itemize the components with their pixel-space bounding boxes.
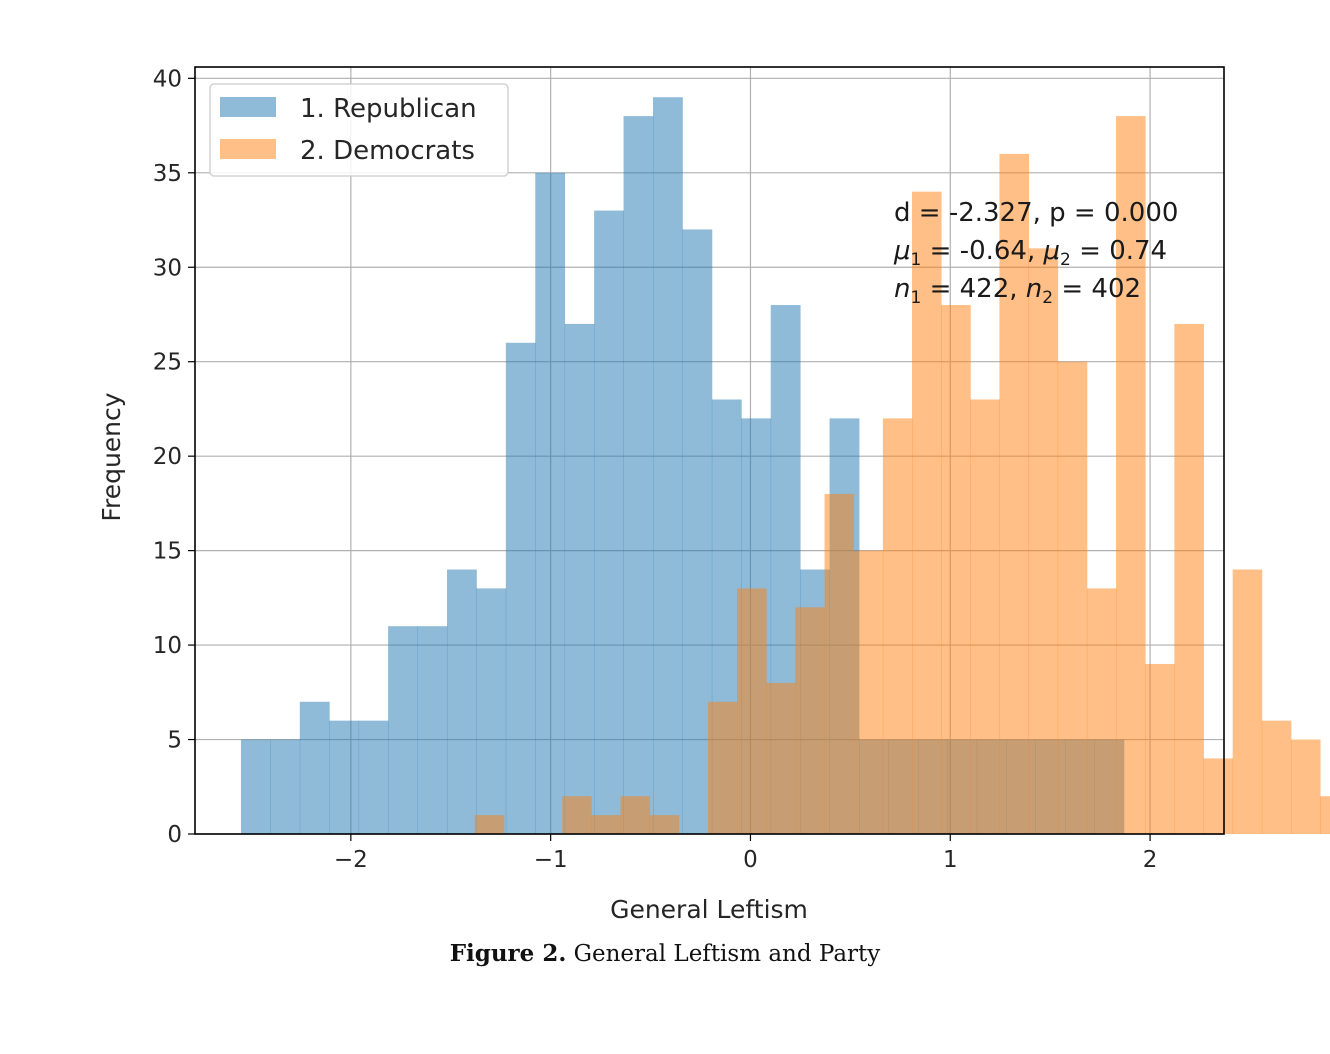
bar-republican-5	[388, 626, 418, 834]
x-tick-label-0: −2	[334, 847, 368, 873]
legend-swatch-democrats	[220, 139, 276, 159]
bar-democrats-6	[649, 815, 680, 834]
bar-democrats-22	[1116, 116, 1146, 834]
stats-annotation: d = -2.327, p = 0.000 μ1 = -0.64, μ2 = 0…	[893, 198, 1178, 308]
bar-democrats-3	[562, 796, 592, 834]
bar-democrats-16	[941, 305, 971, 834]
bar-democrats-5	[620, 796, 651, 834]
legend-label-republican: 1. Republican	[300, 94, 477, 124]
bar-democrats-24	[1174, 323, 1204, 834]
bar-democrats-12	[824, 493, 855, 834]
series-democrats	[474, 116, 1330, 835]
bar-republican-7	[446, 569, 477, 834]
y-tick-label-8: 40	[153, 66, 182, 92]
histogram-bars	[240, 97, 1330, 835]
x-tick-label-1: −1	[534, 847, 568, 873]
y-tick-label-4: 20	[153, 444, 182, 470]
bar-republican-1	[270, 739, 301, 834]
bar-democrats-28	[1290, 739, 1321, 834]
annotation-line-means: μ1 = -0.64, μ2 = 0.74	[893, 236, 1167, 270]
bar-republican-0	[240, 739, 271, 834]
bar-democrats-17	[970, 399, 1000, 834]
y-tick-label-0: 0	[167, 822, 182, 848]
figure-caption: Figure 2. General Leftism and Party	[0, 940, 1330, 967]
annotation-line-effect: d = -2.327, p = 0.000	[894, 198, 1178, 228]
bar-democrats-23	[1145, 663, 1175, 834]
x-tick-label-3: 1	[943, 847, 958, 873]
x-tick-label-4: 2	[1143, 847, 1158, 873]
bar-democrats-10	[766, 682, 796, 834]
bar-democrats-18	[999, 153, 1030, 834]
y-tick-label-6: 30	[153, 255, 182, 281]
figure-caption-text: General Leftism and Party	[566, 941, 881, 967]
bar-republican-6	[417, 626, 448, 834]
x-axis-label: General Leftism	[610, 895, 808, 924]
bar-republican-3	[329, 720, 360, 834]
bar-democrats-27	[1261, 720, 1292, 834]
x-tick-label-2: 0	[743, 847, 758, 873]
legend-label-democrats: 2. Democrats	[300, 136, 475, 166]
bar-democrats-25	[1203, 758, 1234, 834]
y-tick-label-7: 35	[153, 161, 182, 187]
bar-democrats-8	[707, 701, 738, 834]
bar-democrats-9	[737, 588, 767, 834]
bar-democrats-14	[882, 418, 913, 834]
bar-republican-2	[299, 701, 330, 834]
bar-democrats-21	[1086, 588, 1117, 834]
bar-republican-9	[505, 342, 536, 834]
y-axis-label: Frequency	[97, 392, 126, 521]
bar-democrats-13	[853, 550, 884, 834]
legend-swatch-republican	[220, 97, 276, 117]
bar-republican-13	[623, 116, 654, 834]
annotation-line-counts: n1 = 422, n2 = 402	[894, 274, 1141, 308]
y-tick-label-5: 25	[153, 350, 182, 376]
y-tick-label-1: 5	[167, 728, 182, 754]
y-tick-label-3: 15	[153, 539, 182, 565]
bar-republican-10	[535, 172, 566, 835]
bar-democrats-0	[474, 815, 505, 834]
bar-republican-12	[594, 210, 624, 834]
figure-caption-label: Figure 2.	[449, 940, 567, 967]
legend-frame	[209, 83, 509, 177]
bar-democrats-19	[1028, 248, 1059, 834]
bar-democrats-26	[1232, 569, 1263, 834]
bar-republican-8	[476, 588, 507, 834]
plot-frame	[194, 66, 1225, 835]
bar-democrats-4	[591, 815, 621, 834]
legend: 1. Republican 2. Democrats	[209, 83, 509, 177]
bar-democrats-15	[912, 191, 942, 835]
bar-republican-15	[682, 229, 713, 834]
bar-republican-14	[652, 97, 683, 834]
bar-democrats-11	[795, 607, 825, 834]
y-tick-label-2: 10	[153, 633, 182, 659]
bar-republican-4	[358, 720, 389, 834]
bar-democrats-20	[1057, 361, 1088, 834]
bar-republican-11	[564, 323, 595, 834]
bar-democrats-29	[1320, 796, 1330, 834]
